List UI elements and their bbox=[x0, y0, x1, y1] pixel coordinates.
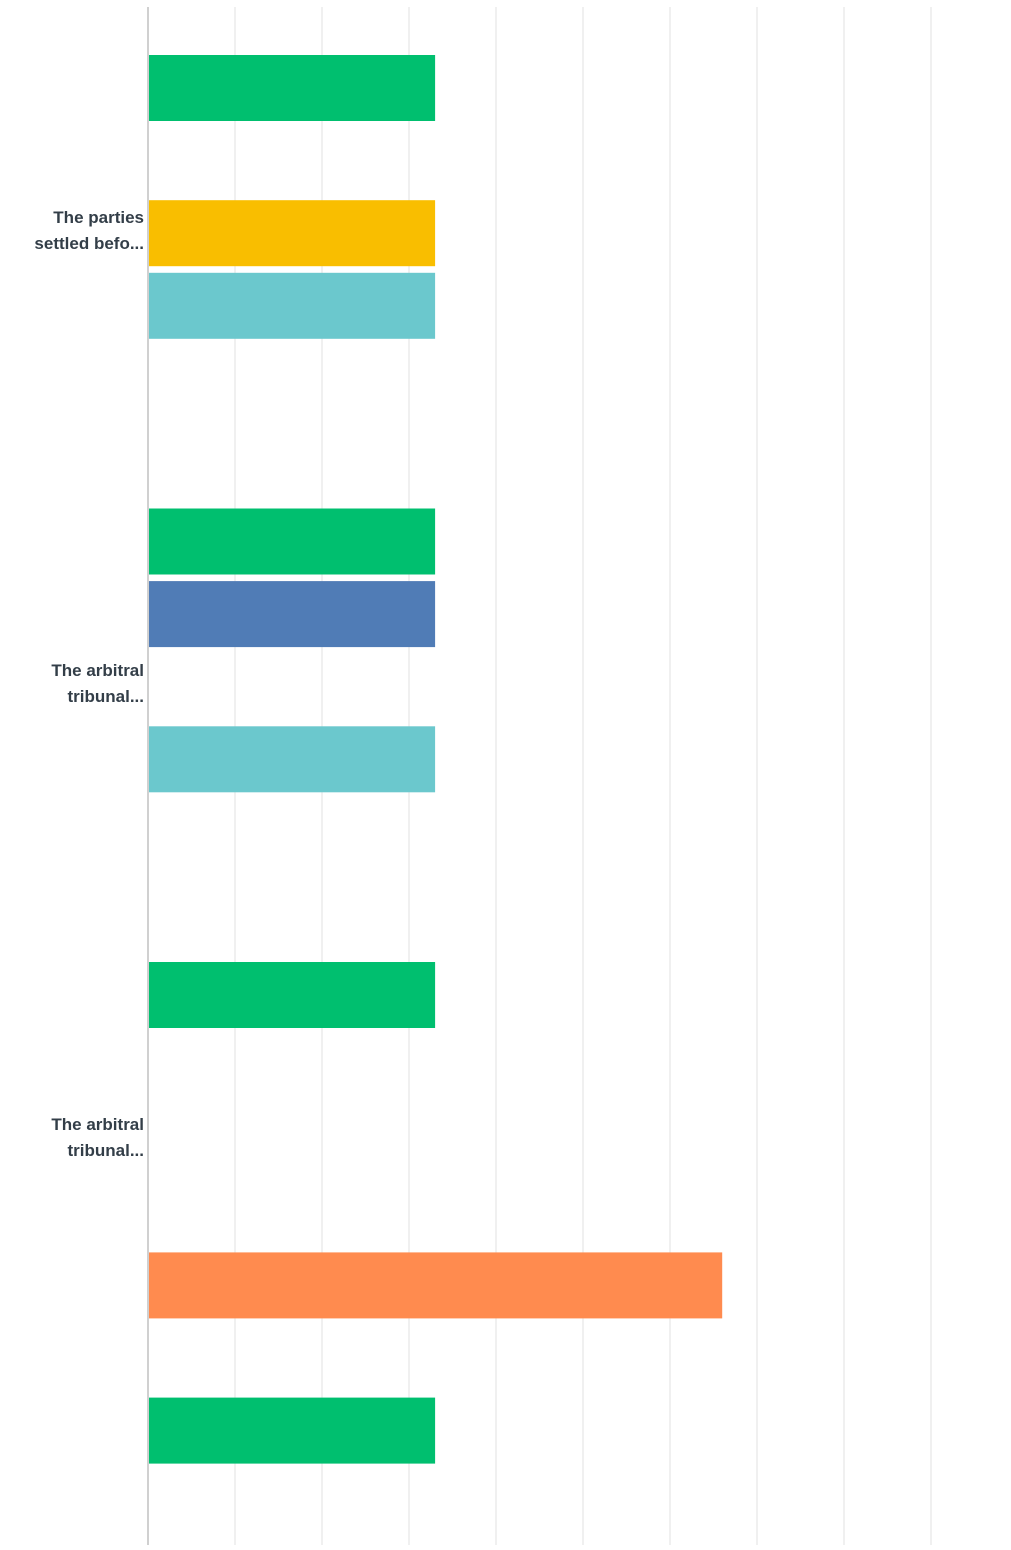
bar-1-0 bbox=[148, 508, 436, 575]
bar-0-2 bbox=[148, 200, 436, 267]
category-label-line: The parties bbox=[53, 208, 144, 227]
bar-2-4 bbox=[148, 1252, 723, 1319]
bar-1-1 bbox=[148, 581, 436, 648]
bar-0-3 bbox=[148, 272, 436, 339]
category-label-line: tribunal... bbox=[67, 687, 145, 706]
bar-2-0 bbox=[148, 962, 436, 1028]
category-label: The parties settled befo... bbox=[0, 205, 144, 257]
category-label-line: tribunal... bbox=[67, 1141, 145, 1160]
category-label-line: The arbitral bbox=[51, 1115, 144, 1134]
category-label: The arbitral tribunal... bbox=[0, 1112, 144, 1164]
bar-2-6 bbox=[148, 1397, 436, 1464]
category-label-line: settled befo... bbox=[34, 234, 144, 253]
bar-0-0 bbox=[148, 55, 436, 121]
bar-1-3 bbox=[148, 726, 436, 793]
category-label: The arbitral tribunal... bbox=[0, 658, 144, 710]
category-label-line: The arbitral bbox=[51, 661, 144, 680]
